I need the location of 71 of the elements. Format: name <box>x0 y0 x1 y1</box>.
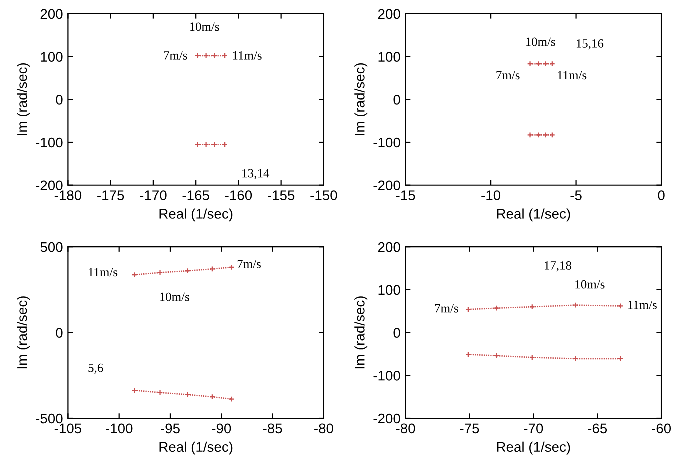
y-tick-label: -500 <box>36 414 63 424</box>
y-tick-label: 100 <box>41 52 63 62</box>
y-tick-label: 0 <box>394 328 400 338</box>
annotation: 7m/s <box>496 71 520 80</box>
y-tick-label: 100 <box>378 52 400 62</box>
x-tick-label: -155 <box>268 190 295 200</box>
point <box>228 396 235 402</box>
y-tick-label: 500 <box>40 242 63 252</box>
x-tick-label: -150 <box>310 190 338 200</box>
x-tick-label: -170 <box>140 190 167 200</box>
y-tick-label: -100 <box>374 370 400 381</box>
annotation: 13,14 <box>242 169 270 180</box>
x-axis-title: Real (1/sec) <box>497 442 570 455</box>
x-tick-label: -105 <box>54 424 82 434</box>
y-tick-label: -200 <box>374 180 400 191</box>
x-tick-label: -90 <box>212 424 232 434</box>
x-tick-label: -160 <box>225 190 252 200</box>
x-tick-label: -95 <box>161 424 180 434</box>
annotation: 7m/s <box>435 304 458 313</box>
x-tick-label: -75 <box>460 424 480 434</box>
annotation: 11m/s <box>89 268 118 277</box>
x-tick-label: -100 <box>106 424 133 434</box>
annotation: 10m/s <box>160 292 190 302</box>
annotation: 10m/s <box>190 22 220 32</box>
x-tick-label: -5 <box>570 190 582 200</box>
annotation: 10m/s <box>576 280 605 289</box>
annotation: 5,6 <box>88 364 104 374</box>
y-tick-label: 200 <box>378 242 400 252</box>
y-tick-label: 200 <box>378 9 400 20</box>
annotation: 11m/s <box>233 52 262 60</box>
y-tick-label: 0 <box>56 328 63 338</box>
x-tick-label: -80 <box>314 424 334 434</box>
annotation: 7m/s <box>164 52 188 60</box>
annotation: 15,16 <box>576 40 604 50</box>
y-tick-label: -100 <box>374 138 400 148</box>
annotation: 7m/s <box>238 260 261 268</box>
y-axis-title: Im (rad/sec) <box>354 63 368 136</box>
x-axis-title: Real (1/sec) <box>497 208 570 222</box>
y-tick-label: -100 <box>36 138 63 148</box>
point <box>157 270 164 276</box>
annotation: 17,18 <box>545 261 572 272</box>
y-tick-label: 0 <box>56 94 63 105</box>
y-axis-title: Im (rad/sec) <box>17 63 30 136</box>
y-tick-label: 200 <box>40 9 63 20</box>
annotation: 11m/s <box>558 71 587 80</box>
annotation: 10m/s <box>526 38 556 46</box>
y-tick-label: 0 <box>394 94 400 105</box>
x-tick-label: -180 <box>54 190 82 200</box>
x-tick-label: -80 <box>396 424 416 434</box>
y-tick-label: -200 <box>374 414 400 424</box>
y-tick-label: 100 <box>378 285 400 296</box>
point <box>157 390 164 396</box>
x-tick-label: -70 <box>524 424 544 434</box>
point <box>529 354 536 361</box>
x-tick-label: -165 <box>182 190 210 200</box>
annotation: 11m/s <box>628 300 657 310</box>
x-tick-label: -65 <box>588 424 608 434</box>
x-tick-label: -15 <box>396 190 416 200</box>
point <box>572 302 579 308</box>
y-axis-title: Im (rad/sec) <box>17 296 30 369</box>
x-tick-label: -60 <box>652 424 672 434</box>
x-axis-title: Real (1/sec) <box>160 208 233 222</box>
x-tick-label: -175 <box>98 190 124 200</box>
point <box>618 303 624 310</box>
y-axis-title: Im (rad/sec) <box>354 296 368 369</box>
y-tick-label: -200 <box>36 180 63 191</box>
x-tick-label: -85 <box>263 424 282 434</box>
x-tick-label: 0 <box>658 190 665 200</box>
x-axis-title: Real (1/sec) <box>160 442 233 455</box>
point <box>184 392 191 398</box>
x-tick-label: -10 <box>482 190 501 200</box>
